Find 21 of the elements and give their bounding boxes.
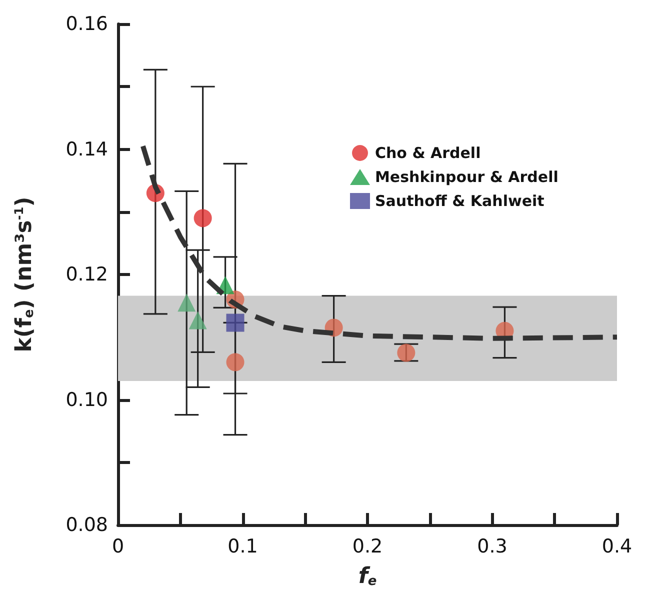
x-axis-title: fe xyxy=(358,564,377,589)
x-tick-label: 0.3 xyxy=(477,536,508,558)
point xyxy=(188,311,207,330)
y-tick-label: 0.16 xyxy=(66,13,108,35)
point xyxy=(194,209,212,228)
y-tick-label: 0.08 xyxy=(66,514,108,536)
y-tick-label: 0.14 xyxy=(66,138,108,160)
x-tick-label: 0.4 xyxy=(602,536,632,558)
point xyxy=(397,344,416,362)
x-tick-label: 0 xyxy=(112,536,124,558)
y-tick-label: 0.10 xyxy=(66,388,108,411)
y-tick-label: 0.12 xyxy=(66,264,108,286)
y-axis-title: k(fe) (nm³s-1) xyxy=(12,196,37,352)
point xyxy=(226,314,244,332)
legend-label: Cho & Ardell xyxy=(375,144,481,162)
x-tick-label: 0.1 xyxy=(228,536,258,558)
point xyxy=(226,353,244,372)
legend-label: Meshkinpour & Ardell xyxy=(375,168,558,186)
point xyxy=(178,294,196,312)
x-tick-label: 0.2 xyxy=(352,536,383,558)
legend-label: Sauthoff & Kahlweit xyxy=(375,192,544,210)
